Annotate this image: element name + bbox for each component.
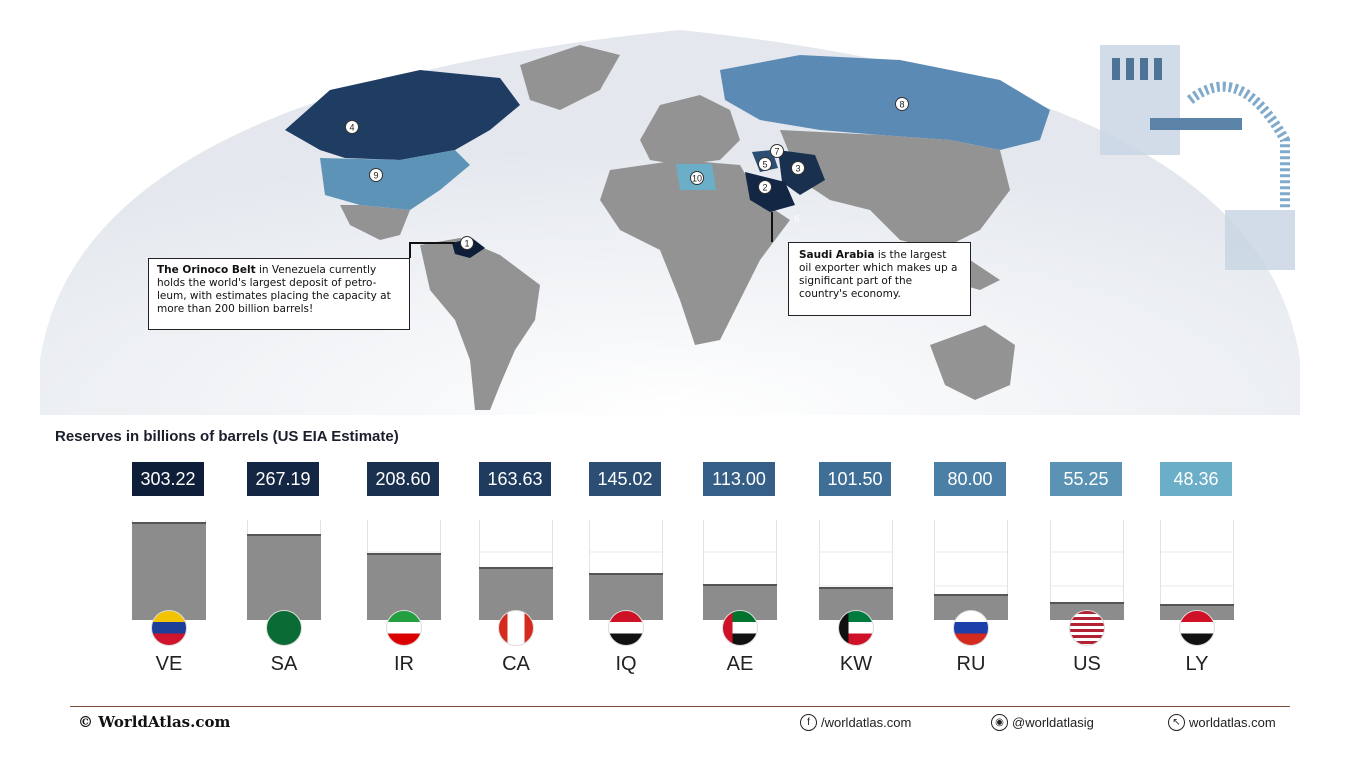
europe-land [640,95,740,165]
map-marker-label: 1 [464,239,469,249]
venezuela-callout-text: in Venezuela currently holds the world's… [157,264,391,315]
bar [479,567,553,620]
map-marker-9: 9 [369,168,383,182]
flag-icon [722,610,758,646]
value-label: 48.36 [1160,462,1232,496]
map-marker-6: 6 [794,214,799,224]
value-label: 208.60 [367,462,439,496]
website-url: worldatlas.com [1189,715,1276,730]
map-marker-2: 2 [758,180,772,194]
map-marker-label: 6 [794,214,799,224]
venezuela-leader-line [409,242,455,258]
flag-icon [498,610,534,646]
category-label: KW [839,653,873,675]
bar [132,522,206,620]
category-label: VE [155,653,183,675]
map-marker-label: 8 [899,100,904,110]
chart-title: Reserves in billions of barrels (US EIA … [55,428,399,445]
flag-icon [838,610,874,646]
map-marker-label: 10 [692,174,702,184]
facebook-handle: /worldatlas.com [821,715,912,730]
instagram-link[interactable]: ◉ @worldatlasig [991,714,1094,731]
map-marker-label: 9 [373,171,378,181]
map-marker-1: 1 [460,236,474,250]
map-marker-5: 5 [758,157,772,171]
map-marker-label: 7 [774,147,779,157]
bar [247,534,321,620]
value-label: 55.25 [1050,462,1122,496]
map-marker-10: 10 [690,171,704,185]
value-label: 101.50 [819,462,891,496]
oil-refinery-icon [1100,45,1295,270]
usa-region [320,150,470,210]
venezuela-callout-bold: The Orinoco Belt [157,264,256,276]
flag-icon [1069,610,1105,646]
saudi-callout-bold: Saudi Arabia [799,249,875,261]
instagram-icon: ◉ [991,714,1008,731]
instagram-handle: @worldatlasig [1012,715,1094,730]
value-label: 113.00 [703,462,775,496]
map-marker-7: 7 [770,144,784,158]
asia-land [780,130,1010,250]
map-marker-label: 2 [762,183,767,193]
category-label: RU [956,653,986,675]
saudi-callout-text: is the largest oil exporter which makes … [799,249,958,300]
bar [367,553,441,620]
value-label: 80.00 [934,462,1006,496]
australia-land [930,325,1015,400]
flag-icon [266,610,302,646]
flag-icon [151,610,187,646]
facebook-icon: f [800,714,817,731]
facebook-link[interactable]: f /worldatlas.com [800,714,911,731]
value-label: 145.02 [589,462,661,496]
map-marker-3: 3 [791,161,805,175]
flag-icon [608,610,644,646]
saudi-region [745,172,795,212]
category-label: IR [394,653,414,675]
category-label: AE [726,653,754,675]
map-marker-8: 8 [895,97,909,111]
map-marker-4: 4 [345,120,359,134]
cursor-icon: ↖ [1168,714,1185,731]
saudi-callout: Saudi Arabia is the largest oil exporter… [788,242,971,316]
category-label: US [1073,653,1101,675]
worldatlas-brand: © WorldAtlas.com [78,713,231,731]
map-marker-label: 4 [349,123,354,133]
world-map: 1 2 3 4 5 6 7 8 9 10 [40,30,1300,415]
russia-region [720,55,1050,150]
flag-icon [386,610,422,646]
category-label: IQ [615,653,637,675]
flag-icon [1179,610,1215,646]
value-label: 163.63 [479,462,551,496]
south-america-land [420,238,540,410]
category-label: SA [270,653,298,675]
category-label: CA [502,653,530,675]
canada-region [285,70,520,160]
map-marker-label: 3 [795,164,800,174]
venezuela-callout: The Orinoco Belt in Venezuela currently … [148,258,410,330]
value-label: 267.19 [247,462,319,496]
map-marker-label: 5 [762,160,767,170]
mexico-land [340,205,410,240]
bar-container [1160,520,1234,620]
africa-land [600,160,790,345]
footer-divider [70,706,1290,707]
category-label: LY [1185,653,1209,675]
greenland-land [520,45,620,110]
value-label: 303.22 [132,462,204,496]
flag-icon [953,610,989,646]
website-link[interactable]: ↖ worldatlas.com [1168,714,1276,731]
